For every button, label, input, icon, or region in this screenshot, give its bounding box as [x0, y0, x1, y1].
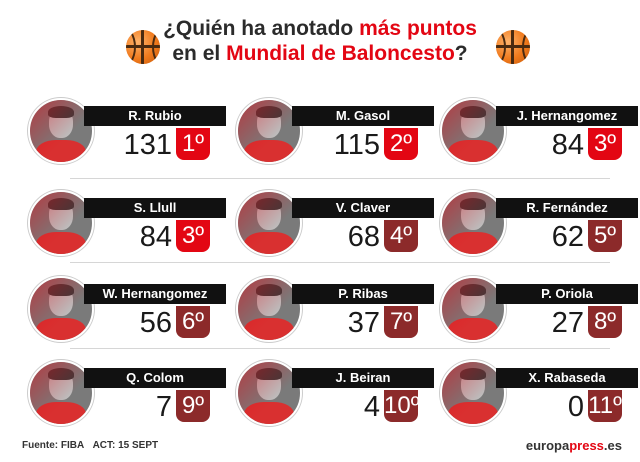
player-name: V. Claver [292, 198, 434, 218]
avatar [28, 190, 94, 256]
player-card: S. Llull 84 3º [28, 190, 228, 260]
avatar [440, 360, 506, 426]
player-name: P. Ribas [292, 284, 434, 304]
basketball-icon [126, 30, 160, 64]
avatar [28, 98, 94, 164]
brand-part: press [569, 438, 604, 453]
title-text: ? [454, 42, 468, 65]
rank-badge: 1º [176, 128, 210, 160]
update-date: ACT: 15 SEPT [92, 440, 159, 451]
player-points: 37 [347, 307, 380, 339]
avatar [440, 276, 506, 342]
avatar [28, 360, 94, 426]
player-card: J. Beiran 4 10º [236, 360, 436, 430]
player-points: 7 [155, 391, 172, 423]
avatar [236, 276, 302, 342]
player-name: W. Hernangomez [84, 284, 226, 304]
row-divider [70, 178, 610, 179]
player-name: J. Beiran [292, 368, 434, 388]
rank-badge: 3º [588, 128, 622, 160]
player-name: P. Oriola [496, 284, 638, 304]
player-points: 84 [139, 221, 172, 253]
avatar [236, 98, 302, 164]
player-card: P. Oriola 27 8º [440, 276, 640, 346]
player-points: 62 [551, 221, 584, 253]
player-points: 27 [551, 307, 584, 339]
player-points: 131 [123, 129, 172, 161]
rank-badge: 4º [384, 220, 418, 252]
player-card: M. Gasol 115 2º [236, 98, 436, 168]
player-points: 84 [551, 129, 584, 161]
title-text: ¿Quién ha anotado [163, 17, 360, 40]
player-card: P. Ribas 37 7º [236, 276, 436, 346]
player-card: R. Rubio 131 1º [28, 98, 228, 168]
player-points: 0 [567, 391, 584, 423]
rank-badge: 8º [588, 306, 622, 338]
brand-logo: europapress.es [526, 438, 622, 453]
rank-badge: 11º [588, 390, 622, 422]
rank-badge: 7º [384, 306, 418, 338]
avatar [236, 190, 302, 256]
player-name: Q. Colom [84, 368, 226, 388]
row-divider [70, 262, 610, 263]
brand-part: europa [525, 438, 570, 453]
rank-badge: 6º [176, 306, 210, 338]
player-card: W. Hernangomez 56 6º [28, 276, 228, 346]
page-title: ¿Quién ha anotado más puntos en el Mundi… [0, 16, 640, 66]
player-points: 4 [363, 391, 380, 423]
rank-badge: 9º [176, 390, 210, 422]
player-name: X. Rabaseda [496, 368, 638, 388]
avatar [28, 276, 94, 342]
title-highlight: Mundial de Baloncesto [226, 42, 455, 65]
avatar [236, 360, 302, 426]
source-text: Fuente: FIBA [22, 440, 85, 451]
rank-badge: 10º [384, 390, 419, 422]
basketball-icon [496, 30, 530, 64]
rank-badge: 2º [384, 128, 418, 160]
rank-badge: 5º [588, 220, 622, 252]
avatar [440, 98, 506, 164]
rank-badge: 3º [176, 220, 210, 252]
title-text: en el [172, 42, 227, 65]
player-name: M. Gasol [292, 106, 434, 126]
player-card: R. Fernández 62 5º [440, 190, 640, 260]
avatar [440, 190, 506, 256]
source-note: Fuente: FIBA ACT: 15 SEPT [22, 440, 158, 451]
player-name: S. Llull [84, 198, 226, 218]
player-points: 68 [347, 221, 380, 253]
player-card: X. Rabaseda 0 11º [440, 360, 640, 430]
player-points: 56 [139, 307, 172, 339]
player-name: R. Fernández [496, 198, 638, 218]
title-highlight: más puntos [359, 17, 477, 40]
player-card: Q. Colom 7 9º [28, 360, 228, 430]
player-name: J. Hernangomez [496, 106, 638, 126]
brand-part: .es [603, 438, 622, 453]
player-name: R. Rubio [84, 106, 226, 126]
row-divider [70, 348, 610, 349]
player-card: J. Hernangomez 84 3º [440, 98, 640, 168]
player-card: V. Claver 68 4º [236, 190, 436, 260]
player-points: 115 [333, 129, 380, 161]
